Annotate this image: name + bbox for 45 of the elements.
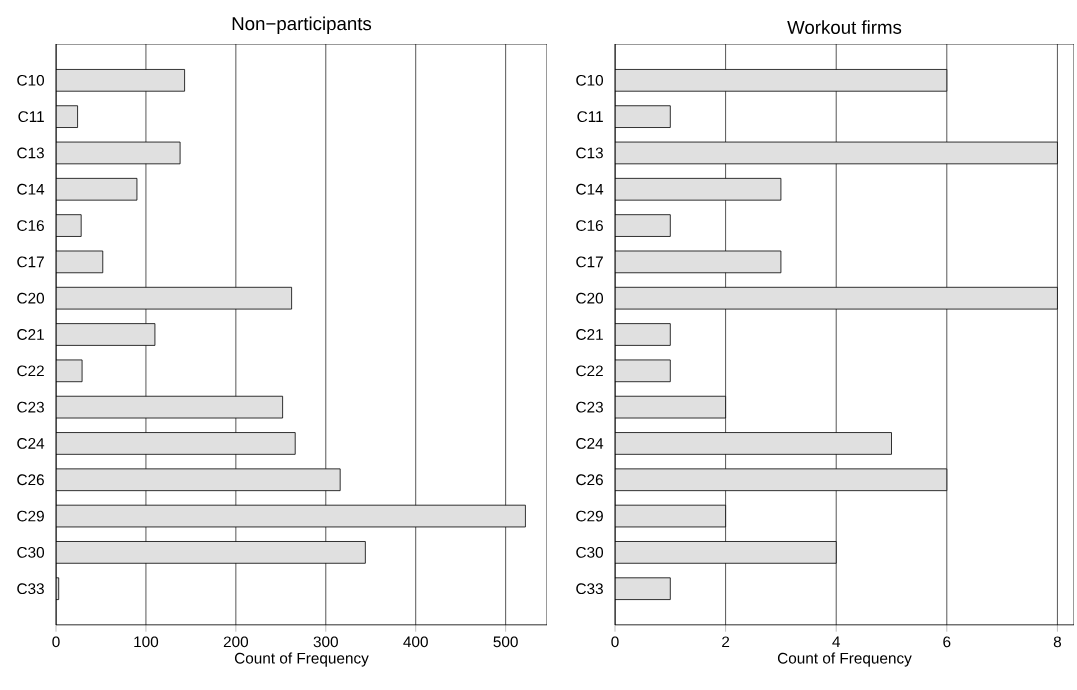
x-tick-label: 2 <box>722 636 730 648</box>
x-tick-label: 4 <box>832 636 841 647</box>
x-tick-label: 0 <box>611 636 619 648</box>
y-tick-label: C26 <box>576 474 603 486</box>
y-tick-label: C26 <box>17 474 44 486</box>
y-tick-label: C30 <box>17 546 45 558</box>
chart-title: Workout firms <box>787 20 902 34</box>
y-tick-label: C33 <box>17 583 44 595</box>
x-tick-label: 400 <box>403 636 428 648</box>
y-tick-label: C10 <box>576 74 604 86</box>
y-tick-label: C10 <box>17 74 45 86</box>
y-tick-label: C33 <box>576 583 603 595</box>
y-tick-label: C21 <box>17 329 44 340</box>
y-tick-label: C24 <box>17 438 45 449</box>
y-tick-label: C20 <box>576 292 604 304</box>
y-tick-label: C22 <box>576 365 603 377</box>
x-tick-label: 500 <box>493 636 518 648</box>
y-tick-label: C29 <box>17 510 44 522</box>
x-tick-label: 8 <box>1053 636 1062 648</box>
y-tick-label: C11 <box>577 111 603 123</box>
y-tick-label: C16 <box>17 220 44 231</box>
x-tick-label: 300 <box>313 636 338 648</box>
y-tick-label: C14 <box>17 183 45 195</box>
y-tick-label: C13 <box>17 147 44 159</box>
y-tick-label: C23 <box>17 401 44 413</box>
x-tick-label: 0 <box>52 636 60 648</box>
y-tick-label: C14 <box>576 183 604 195</box>
x-axis-title: Count of Frequency <box>777 652 912 667</box>
y-tick-label: C11 <box>18 111 44 123</box>
y-tick-label: C20 <box>17 292 45 304</box>
y-tick-label: C24 <box>576 438 604 449</box>
y-tick-label: C16 <box>576 220 603 231</box>
x-tick-label: 200 <box>223 636 249 648</box>
x-axis-title: Count of Frequency <box>234 652 369 667</box>
y-tick-label: C17 <box>576 256 603 268</box>
y-tick-label: C29 <box>576 510 603 522</box>
chart-title: Non−participants <box>232 16 372 34</box>
y-tick-label: C30 <box>576 546 604 558</box>
y-tick-label: C17 <box>17 256 44 268</box>
x-tick-label: 100 <box>134 636 159 648</box>
y-tick-label: C23 <box>576 401 603 413</box>
y-tick-label: C22 <box>17 365 44 377</box>
y-tick-label: C21 <box>576 329 603 340</box>
y-tick-label: C13 <box>576 147 603 159</box>
x-tick-label: 6 <box>943 636 951 648</box>
